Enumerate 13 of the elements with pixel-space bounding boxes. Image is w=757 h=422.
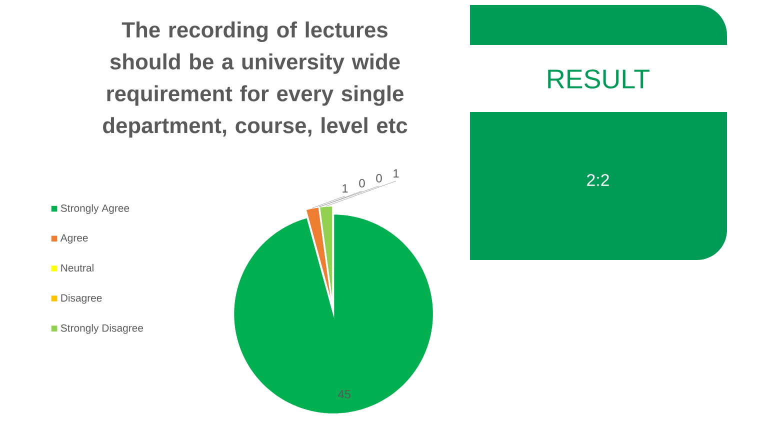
legend-label: Neutral: [61, 264, 94, 272]
text: RESULT: [548, 69, 650, 89]
legend-label: Agree: [60, 234, 88, 244]
chart-title: The recording of lectures should be a university wide requirement for every single department, course, level etc: [103, 22, 408, 138]
text: 0: [359, 179, 365, 188]
data-label: 45: [338, 390, 350, 398]
data-label: 1: [342, 184, 348, 192]
text: 2:2: [587, 174, 609, 186]
legend-label: Disagree: [61, 294, 102, 304]
text: 0: [376, 174, 382, 182]
data-label: 1: [394, 169, 399, 178]
legend-label: Strongly Agree: [60, 204, 130, 214]
legend-label: Strongly Disagree: [60, 324, 144, 334]
